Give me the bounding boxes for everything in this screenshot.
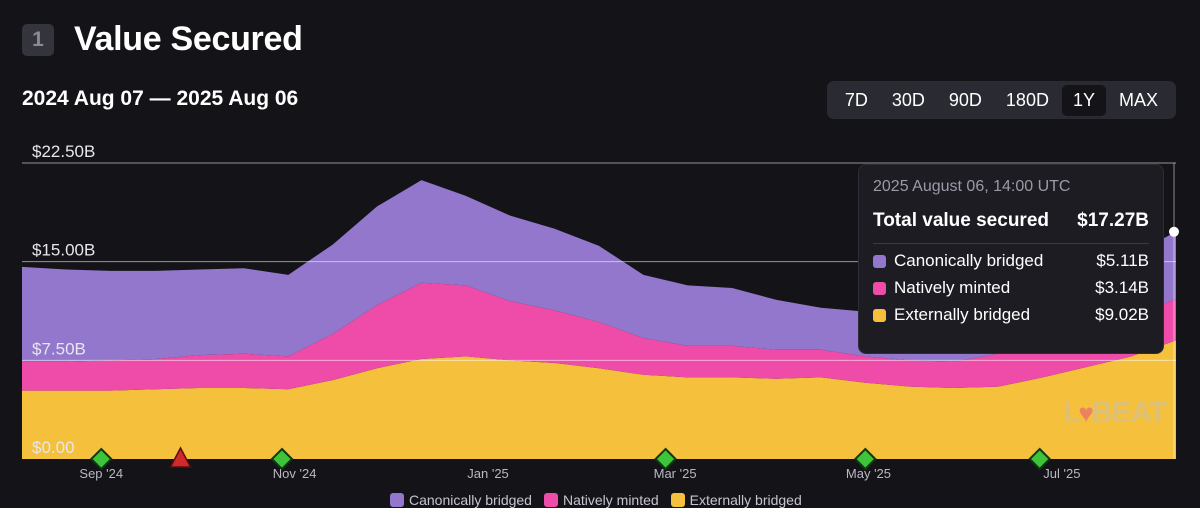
legend-swatch: [543, 493, 558, 507]
date-range-label: 2024 Aug 07 — 2025 Aug 06: [22, 87, 299, 110]
canonical-swatch: [873, 254, 886, 268]
event-marker-icon: [1028, 447, 1052, 471]
y-tick-label: $7.50B: [32, 339, 86, 358]
chart-header: 1 Value Secured: [22, 20, 303, 59]
event-marker-icon: [654, 447, 677, 471]
heart-icon: ♥: [1078, 398, 1093, 428]
timeframe-max-button[interactable]: MAX: [1118, 89, 1158, 110]
tooltip-total-label: Total value secured: [873, 210, 1049, 231]
y-tick-label: $0.00: [32, 438, 75, 457]
page-title: Value Secured: [74, 20, 303, 58]
tooltip-row-value: $3.14B: [1095, 278, 1149, 297]
x-tick-label: Mar '25: [654, 466, 697, 481]
tooltip-total-row: Total value secured $17.27B: [873, 210, 1149, 232]
area-series-natively-minted: [22, 282, 1176, 391]
legend-item-native[interactable]: Natively minted: [543, 492, 659, 508]
event-marker-icon: [89, 447, 113, 471]
legend-label: Externally bridged: [689, 492, 802, 508]
timeframe-180d-button[interactable]: 180D: [1005, 89, 1049, 110]
event-marker-icon: [853, 447, 877, 471]
chart-legend: Canonically bridged Natively minted Exte…: [390, 492, 814, 508]
y-tick-label: $22.50B: [32, 142, 95, 161]
hover-point: [1169, 226, 1179, 237]
chart-tooltip: 2025 August 06, 14:00 UTC Total value se…: [858, 164, 1164, 354]
tooltip-row-value: $5.11B: [1096, 251, 1149, 270]
tooltip-date: 2025 August 06, 14:00 UTC: [873, 178, 1071, 195]
legend-swatch: [390, 493, 404, 507]
area-series-externally-bridged: [22, 340, 1176, 459]
x-tick-label: Jan '25: [467, 466, 509, 481]
tooltip-row-external: Externally bridged $9.02B: [873, 305, 1149, 325]
tooltip-row-label: Externally bridged: [894, 305, 1031, 324]
tooltip-divider: [873, 243, 1149, 244]
timeframe-30d-button[interactable]: 30D: [891, 89, 925, 110]
event-marker-icon: [270, 447, 294, 471]
tooltip-row-label: Canonically bridged: [894, 251, 1044, 270]
x-tick-label: Nov '24: [273, 466, 317, 481]
native-swatch: [873, 281, 886, 295]
legend-swatch: [670, 493, 685, 507]
x-tick-label: May '25: [846, 466, 891, 481]
y-tick-label: $15.00B: [32, 241, 95, 260]
legend-item-external[interactable]: Externally bridged: [670, 492, 802, 508]
watermark-word: BEAT: [1090, 396, 1167, 429]
legend-label: Natively minted: [562, 492, 659, 508]
tooltip-row-label: Natively minted: [894, 278, 1011, 297]
legend-item-canonical[interactable]: Canonically bridged: [390, 492, 532, 508]
legend-label: Canonically bridged: [409, 492, 532, 508]
timeframe-1y-button[interactable]: 1Y: [1061, 84, 1106, 116]
tooltip-row-canonical: Canonically bridged $5.11B: [873, 251, 1149, 271]
timeframe-selector: 7D 30D 90D 180D 1Y MAX: [826, 81, 1176, 119]
x-tick-label: Sep '24: [79, 466, 123, 481]
tooltip-total-value: $17.27B: [1077, 210, 1149, 231]
warning-marker-icon: [169, 446, 192, 468]
watermark-letter: L: [1063, 396, 1081, 429]
tooltip-row-native: Natively minted $3.14B: [873, 278, 1149, 298]
timeframe-7d-button[interactable]: 7D: [844, 89, 868, 110]
x-tick-label: Jul '25: [1043, 466, 1080, 481]
timeframe-90d-button[interactable]: 90D: [948, 89, 982, 110]
external-swatch: [873, 308, 886, 322]
tooltip-row-value: $9.02B: [1095, 305, 1149, 324]
l2beat-watermark: L♥BEAT: [1063, 396, 1167, 430]
section-number-badge: 1: [22, 23, 54, 56]
